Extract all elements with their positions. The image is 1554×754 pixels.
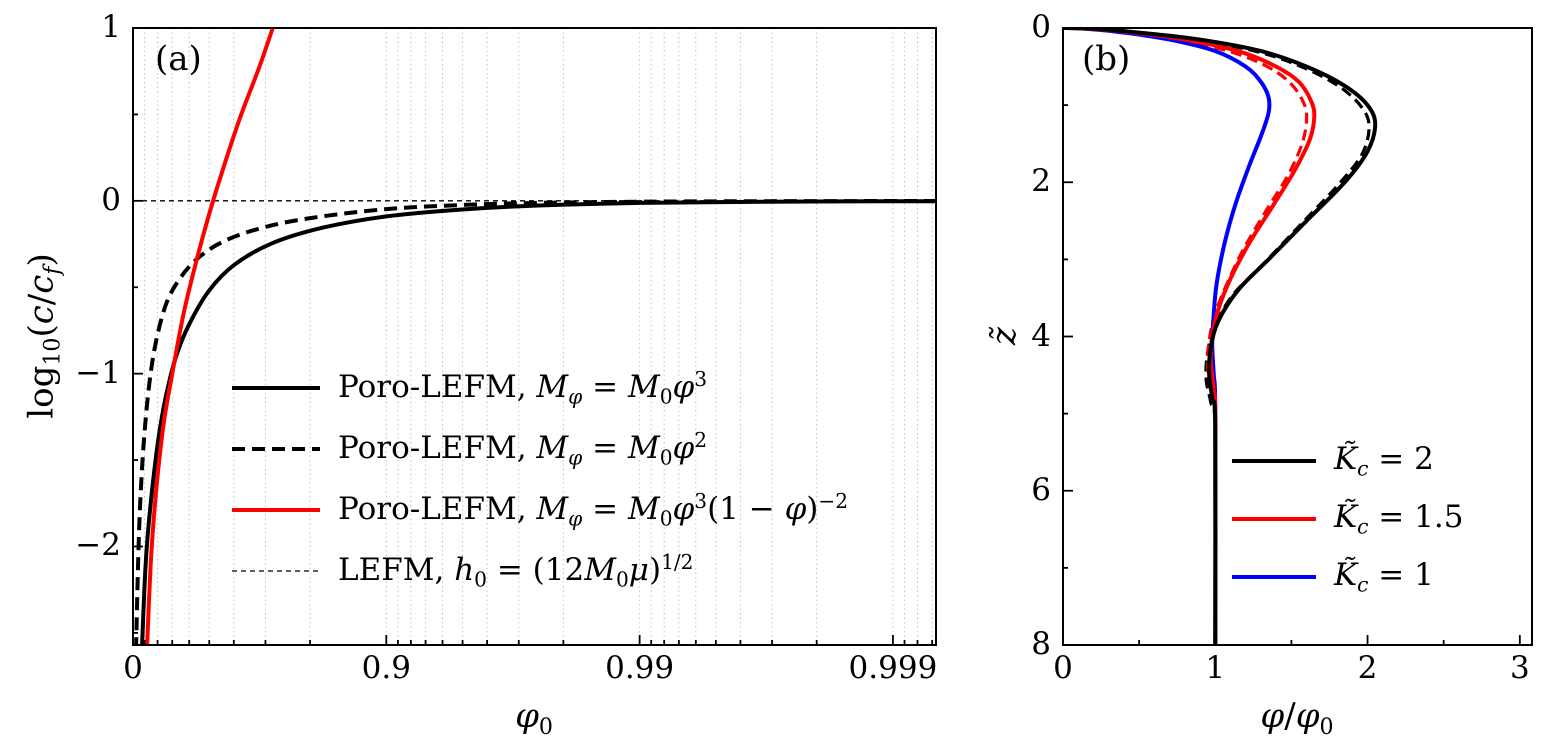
label-segment: LEFM, <box>338 551 455 588</box>
label-segment: log <box>21 365 62 419</box>
curve-poro-lefm-M0phi3 <box>140 199 936 645</box>
label-segment: 0 <box>659 445 673 470</box>
label-segment: K̃ <box>1334 441 1358 478</box>
legend-label-lefm: LEFM, h0 = (12M0μ)1/2 <box>338 550 693 592</box>
legend-entry-poro-lefm-M0phi3-1mphi-2: Poro-LEFM, Mφ = M0φ3(1 − φ)−2 <box>230 479 848 540</box>
label-segment: / <box>1284 696 1296 736</box>
label-segment: = <box>582 368 628 405</box>
label-segment: φ <box>672 429 695 466</box>
legend-line-poro-lefm-M0phi3 <box>232 385 320 390</box>
legend-entry-Kc1: K̃c = 1 <box>1230 548 1463 606</box>
panel-a-xaxis-label: φ0 <box>515 699 553 738</box>
legend-entry-Kc15: K̃c = 1.5 <box>1230 490 1463 548</box>
legend-label-poro-lefm-M0phi3-1mphi-2: Poro-LEFM, Mφ = M0φ3(1 − φ)−2 <box>338 489 848 531</box>
label-segment: Poro-LEFM, <box>338 429 537 466</box>
legend-entry-poro-lefm-M0phi3: Poro-LEFM, Mφ = M0φ3 <box>230 357 848 418</box>
legend-entry-Kc2: K̃c = 2 <box>1230 432 1463 490</box>
label-segment: −2 <box>818 488 849 513</box>
label-segment: M <box>627 368 660 405</box>
label-segment: = 1.5 <box>1368 499 1464 536</box>
label-segment: M <box>536 368 569 405</box>
label-segment: φ <box>515 696 539 736</box>
panel-a-label: (a) <box>155 39 202 79</box>
legend-line-Kc2 <box>1232 459 1316 463</box>
legend-label-Kc1: K̃c = 1 <box>1334 557 1434 596</box>
legend-line-Kc15 <box>1232 517 1316 521</box>
curve-poro-lefm-M0phi2 <box>134 199 936 645</box>
label-segment: = <box>582 429 628 466</box>
label-segment: z̃ <box>984 327 1024 345</box>
label-segment: 0 <box>474 567 487 592</box>
panel-b-legend: K̃c = 2 K̃c = 1.5 K̃c = 1 <box>1230 432 1463 606</box>
label-segment: h <box>454 551 475 588</box>
label-segment: c <box>1357 572 1369 597</box>
label-segment: c <box>1357 456 1369 481</box>
panel-a-yaxis-label: log10(c/cf) <box>21 253 66 419</box>
curve-Kc15 <box>1063 28 1317 645</box>
panel-a-legend: Poro-LEFM, Mφ = M0φ3 Poro-LEFM, Mφ = M0φ2… <box>230 357 848 601</box>
label-segment: M <box>627 429 660 466</box>
label-segment: 3 <box>694 488 708 513</box>
label-segment: = 1 <box>1368 557 1434 594</box>
label-segment: φ <box>672 368 695 405</box>
legend-label-Kc2: K̃c = 2 <box>1334 441 1434 480</box>
label-segment: = (12 <box>486 551 585 588</box>
legend-line-lefm <box>232 569 320 572</box>
label-segment: c <box>21 274 62 294</box>
label-segment: c <box>1357 514 1369 539</box>
legend-line-poro-lefm-M0phi2 <box>232 446 320 451</box>
label-segment: Poro-LEFM, <box>338 490 537 527</box>
label-segment: M <box>627 490 660 527</box>
label-segment: 2 <box>694 427 708 452</box>
label-segment: ) <box>21 253 62 267</box>
panel-b-xaxis-label: φ/φ0 <box>1260 699 1333 738</box>
legend-line-Kc1 <box>1232 575 1316 579</box>
label-segment: (1 − <box>707 490 785 527</box>
label-segment: 0 <box>659 506 673 531</box>
label-segment: 0 <box>1319 714 1334 741</box>
legend-label-poro-lefm-M0phi2: Poro-LEFM, Mφ = M0φ2 <box>338 428 707 470</box>
label-segment: 10 <box>39 337 66 366</box>
legend-entry-lefm: LEFM, h0 = (12M0μ)1/2 <box>230 540 848 601</box>
label-segment: φ <box>568 506 583 531</box>
label-segment: K̃ <box>1334 499 1358 536</box>
label-segment: μ <box>628 551 649 588</box>
legend-entry-poro-lefm-M0phi2: Poro-LEFM, Mφ = M0φ2 <box>230 418 848 479</box>
label-segment: 0 <box>659 384 673 409</box>
panel-b-label: (b) <box>1082 39 1131 79</box>
label-segment: M <box>536 429 569 466</box>
curve-poro-lefm-M0phi3-1mphi-2 <box>145 28 275 645</box>
curve-Kc2 <box>1063 28 1378 645</box>
legend-line-poro-lefm-M0phi3-1mphi-2 <box>232 507 320 512</box>
label-segment: M <box>584 551 616 588</box>
label-segment: 0 <box>538 714 553 741</box>
label-segment: φ <box>1260 696 1285 736</box>
axes-box <box>132 27 937 646</box>
label-segment: φ <box>784 490 807 527</box>
label-segment: K̃ <box>1334 557 1358 594</box>
label-segment: f <box>39 266 66 275</box>
label-segment: φ <box>568 445 583 470</box>
label-segment: ( <box>21 324 62 338</box>
label-segment: φ <box>672 490 695 527</box>
label-segment: = <box>582 490 628 527</box>
label-segment: 3 <box>694 366 708 391</box>
label-segment: φ <box>568 384 583 409</box>
label-segment: Poro-LEFM, <box>338 368 537 405</box>
legend-label-poro-lefm-M0phi3: Poro-LEFM, Mφ = M0φ3 <box>338 367 707 409</box>
legend-label-Kc15: K̃c = 1.5 <box>1334 499 1463 538</box>
label-segment: M <box>536 490 569 527</box>
label-segment: φ <box>1295 696 1320 736</box>
label-segment: 1/2 <box>661 549 694 574</box>
label-segment: ) <box>806 490 819 527</box>
label-segment: 0 <box>615 567 629 592</box>
label-segment: c <box>21 305 62 325</box>
panel-b-yaxis-label: z̃ <box>984 327 1024 345</box>
label-segment: / <box>21 293 62 306</box>
label-segment: ) <box>648 551 662 588</box>
label-segment: = 2 <box>1368 441 1434 478</box>
